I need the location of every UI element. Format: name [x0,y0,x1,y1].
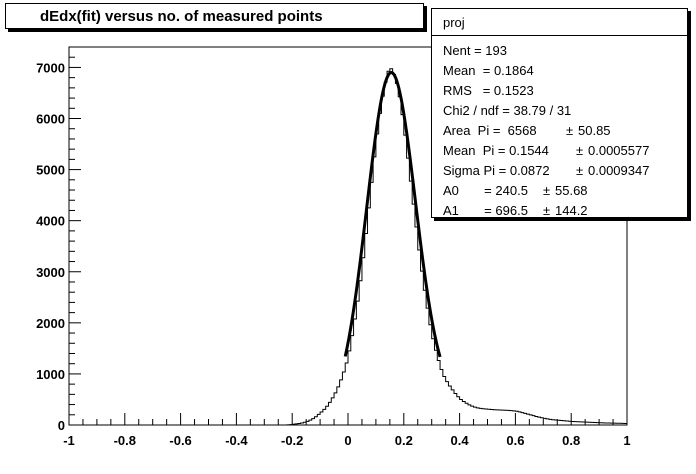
stats-value: Chi2 / ndf = 38.79 / 31 [443,103,572,118]
plus-minus-symbol: ± [566,123,574,138]
stats-error: 144.2 [555,203,588,218]
stats-value: A0 = 240.5 [443,183,528,198]
stats-value: Sigma Pi = 0.0872 [443,163,550,178]
x-tick-label: -0.6 [169,433,191,448]
stats-value: RMS = 0.1523 [443,83,534,98]
stats-value: Nent = 193 [443,43,507,58]
y-tick-label: 3000 [36,265,65,280]
y-tick-label: 7000 [36,60,65,75]
x-tick-label: -0.2 [281,433,303,448]
y-tick-label: 5000 [36,163,65,178]
stats-histogram-name: proj [443,15,465,30]
x-tick-label: -0.4 [225,433,248,448]
x-tick-label: -1 [63,433,75,448]
x-tick-label: -0.8 [114,433,136,448]
stats-value: Mean Pi = 0.1544 [443,143,549,158]
plus-minus-symbol: ± [543,183,551,198]
fit-curve [343,71,442,358]
x-tick-label: 0.6 [506,433,524,448]
plus-minus-symbol: ± [576,163,584,178]
y-tick-label: 0 [58,418,65,433]
stats-error: 0.0009347 [588,163,650,178]
stats-value: A1 = 696.5 [443,203,528,218]
y-axis: 0 1000 2000 3000 4000 5000 6000 7000 [36,46,81,433]
x-tick-label: 0 [344,433,351,448]
y-tick-label: 1000 [36,367,65,382]
chart-title: dEdx(fit) versus no. of measured points [40,8,323,25]
x-tick-label: 0.8 [562,433,580,448]
stats-error: 50.85 [578,123,611,138]
stats-error: 0.0005577 [588,143,650,158]
stats-box: proj Nent = 193 Mean = 0.1864 RMS = 0.1523… [431,8,688,218]
x-axis: -1 -0.8 -0.6 -0.4 -0.2 0 0.2 0.4 0.6 0.8 1 [63,413,631,448]
y-tick-label: 6000 [36,112,65,127]
stats-error: 55.68 [555,183,588,198]
plus-minus-symbol: ± [543,203,551,218]
title-box: dEdx(fit) versus no. of measured points [5,3,424,29]
stats-value: Area Pi = 6568 [443,123,537,138]
x-tick-label: 0.4 [451,433,470,448]
stats-header: proj [432,9,687,36]
x-tick-label: 1 [623,433,630,448]
y-tick-label: 2000 [36,316,65,331]
x-tick-label: 0.2 [395,433,413,448]
fit-curve-layer [343,71,442,358]
stats-value: Mean = 0.1864 [443,63,534,78]
plus-minus-symbol: ± [576,143,584,158]
y-tick-label: 4000 [36,214,65,229]
